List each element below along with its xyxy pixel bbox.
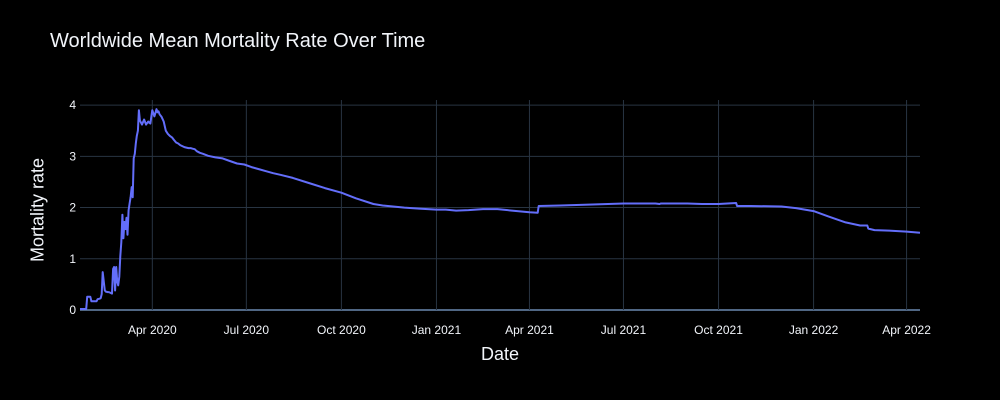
x-tick-label: Jul 2020: [224, 323, 270, 337]
y-gridlines: [80, 104, 920, 311]
y-tick-label: 2: [69, 201, 76, 215]
x-gridlines: [151, 100, 908, 310]
y-axis-label: Mortality rate: [27, 157, 48, 263]
series-layer: [80, 108, 921, 310]
x-tick-label: Apr 2022: [882, 323, 931, 337]
chart-title: Worldwide Mean Mortality Rate Over Time: [50, 30, 426, 52]
y-tick-label: 0: [69, 303, 76, 317]
x-tick-label: Jul 2021: [601, 323, 647, 337]
x-tick-label: Apr 2021: [505, 323, 554, 337]
x-tick-labels: Apr 2020 Jul 2020 Oct 2020 Jan 2021 Apr 2021…: [128, 323, 931, 337]
x-tick-label: Oct 2020: [317, 323, 366, 337]
y-tick-labels: 0 1 2 3 4: [69, 98, 76, 317]
x-tick-label: Jan 2021: [412, 323, 462, 337]
x-tick-label: Jan 2022: [789, 323, 839, 337]
x-tick-label: Apr 2020: [128, 323, 177, 337]
series-line: [80, 108, 921, 310]
x-tick-label: Oct 2021: [694, 323, 743, 337]
y-tick-label: 3: [69, 149, 76, 163]
y-tick-label: 1: [69, 252, 76, 266]
x-axis-label: Date: [480, 344, 520, 364]
y-tick-label: 4: [69, 98, 76, 112]
